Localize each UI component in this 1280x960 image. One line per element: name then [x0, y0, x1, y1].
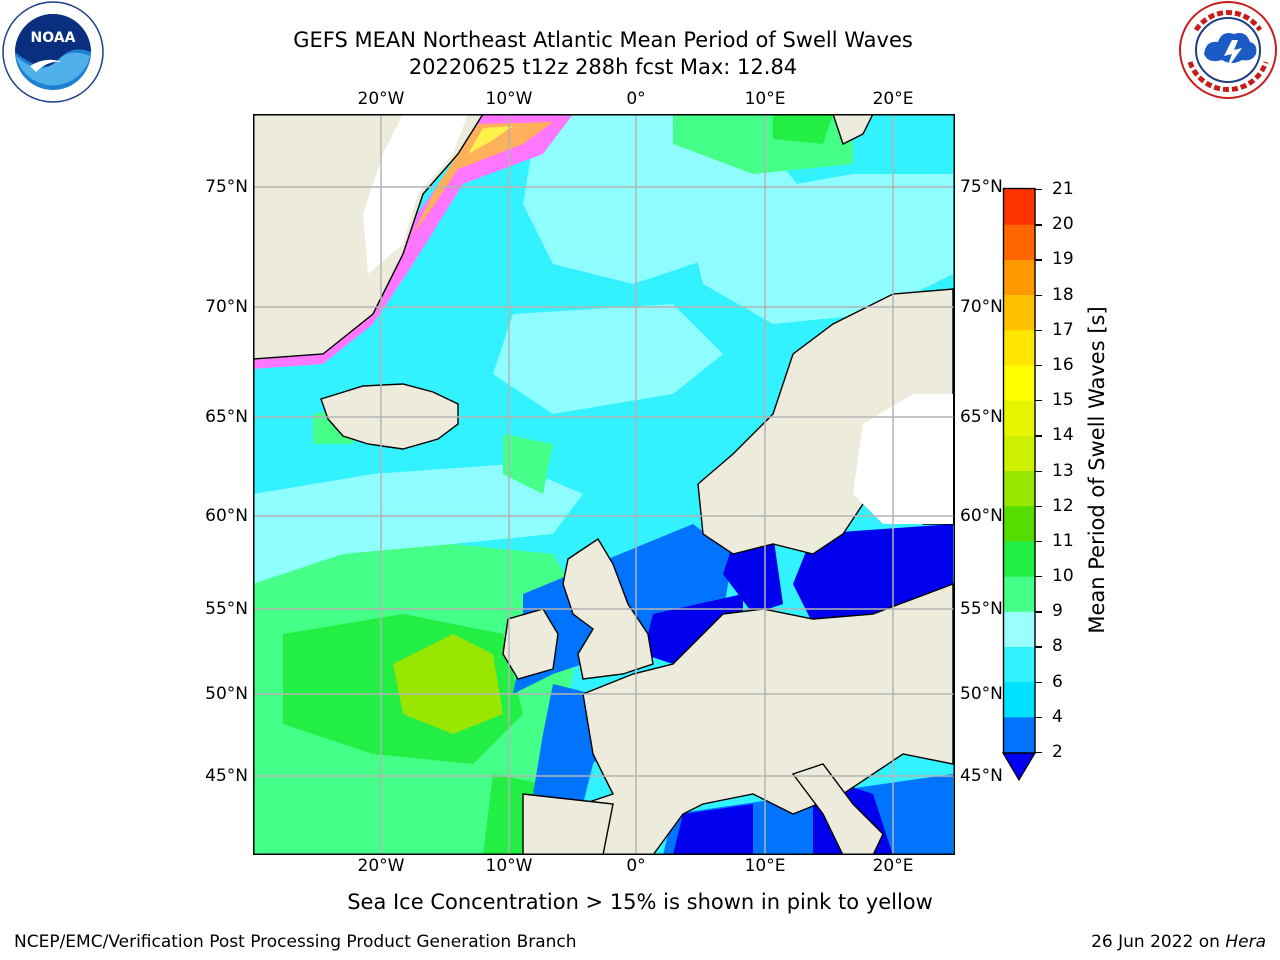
lon-tick-top: 20°E	[872, 89, 914, 109]
colorbar-tick-mark	[1035, 576, 1042, 578]
ireland-land	[502, 608, 559, 680]
colorbar-tick-label: 2	[1052, 742, 1063, 762]
lon-tick-top: 20°W	[357, 89, 405, 109]
noaa-logo: NOAA	[2, 1, 104, 103]
colorbar-tick-label: 19	[1052, 249, 1074, 270]
lat-tick-right: 45°N	[960, 766, 1003, 786]
colorbar-tick-mark	[1035, 646, 1042, 648]
graticule	[253, 114, 955, 855]
colorbar-tick-label: 15	[1052, 390, 1074, 411]
colorbar-tick-mark	[1035, 435, 1042, 437]
colorbar-segment	[1004, 646, 1035, 683]
footer-date-text: 26 Jun 2022 on	[1091, 932, 1226, 952]
colorbar-segment	[1004, 364, 1035, 401]
colorbar-tick-mark	[1035, 470, 1042, 472]
italy-land	[791, 763, 884, 855]
colorbar-tick-mark	[1035, 294, 1042, 296]
colorbar-segment	[1004, 400, 1035, 436]
colorbar-segment	[1004, 681, 1035, 718]
colorbar-segment	[1004, 716, 1035, 753]
scandinavia-land	[697, 288, 954, 555]
footer-credit: NCEP/EMC/Verification Post Processing Pr…	[14, 932, 577, 952]
lat-tick-left: 75°N	[205, 177, 248, 197]
colorbar-tick-mark	[1035, 400, 1042, 402]
lat-tick-left: 55°N	[205, 599, 248, 619]
colorbar-tick-label: 17	[1052, 319, 1074, 340]
colorbar-extend-below	[1001, 752, 1037, 782]
colorbar-tick-mark	[1035, 224, 1042, 226]
map-subtitle: 20220625 t12z 288h fcst Max: 12.84	[408, 55, 798, 79]
footer-machine: Hera	[1225, 932, 1266, 952]
colorbar-segment	[1004, 435, 1035, 471]
colorbar-tick-mark	[1035, 505, 1042, 508]
lon-tick-top: 10°E	[744, 89, 786, 109]
lon-tick-bottom: 20°W	[357, 856, 405, 876]
colorbar-tick-mark	[1035, 329, 1042, 332]
colorbar	[1001, 187, 1037, 782]
map-title: GEFS MEAN Northeast Atlantic Mean Period…	[293, 28, 913, 52]
colorbar-segment	[1004, 540, 1035, 577]
colorbar-tick-mark	[1035, 540, 1042, 543]
lat-tick-left: 45°N	[205, 766, 248, 786]
lon-tick-top: 0°	[626, 89, 646, 109]
colorbar-segment	[1004, 224, 1035, 260]
colorbar-segment	[1004, 294, 1035, 331]
map-panel	[253, 114, 955, 855]
colorbar-tick-label: 21	[1052, 179, 1074, 199]
lat-tick-right: 55°N	[960, 599, 1003, 619]
colorbar-segment	[1004, 189, 1035, 225]
lat-tick-left: 65°N	[205, 407, 248, 427]
colorbar-tick-label: 16	[1052, 354, 1074, 375]
colorbar-segment	[1004, 576, 1035, 612]
swell-period-11-13s	[393, 634, 503, 734]
lon-tick-bottom: 20°E	[872, 856, 914, 876]
colorbar-segment	[1004, 505, 1035, 542]
lon-tick-top: 10°W	[485, 89, 533, 109]
sea-ice-edge	[253, 114, 573, 369]
footer-date: 26 Jun 2022 on Hera	[1091, 932, 1266, 952]
lon-tick-bottom: 0°	[626, 856, 646, 876]
colorbar-segment	[1004, 259, 1035, 296]
colorbar-tick-mark	[1035, 716, 1042, 719]
colorbar-title: Mean Period of Swell Waves [s]	[1085, 306, 1109, 634]
lat-tick-left: 70°N	[205, 297, 248, 317]
colorbar-tick-label: 13	[1052, 460, 1074, 481]
colorbar-segment	[1004, 470, 1035, 507]
lat-tick-right: 75°N	[960, 177, 1003, 197]
colorbar-tick-label: 8	[1052, 636, 1063, 657]
lat-tick-left: 60°N	[205, 506, 248, 526]
colorbar-tick-mark	[1035, 189, 1042, 191]
colorbar-tick-mark	[1035, 681, 1042, 683]
colorbar-tick-label: 11	[1052, 530, 1074, 551]
colorbar-tick-label: 14	[1052, 425, 1074, 446]
lat-tick-right: 70°N	[960, 297, 1003, 317]
lat-tick-right: 50°N	[960, 684, 1003, 704]
sea-ice-note: Sea Ice Concentration > 15% is shown in …	[347, 890, 933, 914]
colorbar-tick-label: 10	[1052, 566, 1074, 587]
colorbar-tick-mark	[1035, 611, 1042, 613]
colorbar-segment	[1004, 611, 1035, 647]
colorbar-tick-label: 18	[1052, 284, 1074, 305]
lat-tick-right: 65°N	[960, 407, 1003, 427]
colorbar-tick-label: 4	[1052, 706, 1063, 727]
colorbar-tick-label: 20	[1052, 214, 1074, 235]
nws-logo	[1179, 1, 1277, 99]
lon-tick-bottom: 10°W	[485, 856, 533, 876]
colorbar-tick-label: 6	[1052, 671, 1063, 692]
colorbar-tick-mark	[1035, 364, 1042, 367]
noaa-logo-text: NOAA	[31, 30, 76, 46]
colorbar-tick-mark	[1035, 259, 1042, 261]
colorbar-tick-label: 9	[1052, 601, 1063, 622]
lat-tick-right: 60°N	[960, 506, 1003, 526]
colorbar-tick-mark	[1035, 752, 1042, 754]
lon-tick-bottom: 10°E	[744, 856, 786, 876]
colorbar-segment	[1004, 329, 1035, 366]
svalbard-land	[832, 114, 874, 145]
map-frame	[253, 114, 955, 855]
lat-tick-left: 50°N	[205, 684, 248, 704]
colorbar-tick-label: 12	[1052, 495, 1074, 516]
